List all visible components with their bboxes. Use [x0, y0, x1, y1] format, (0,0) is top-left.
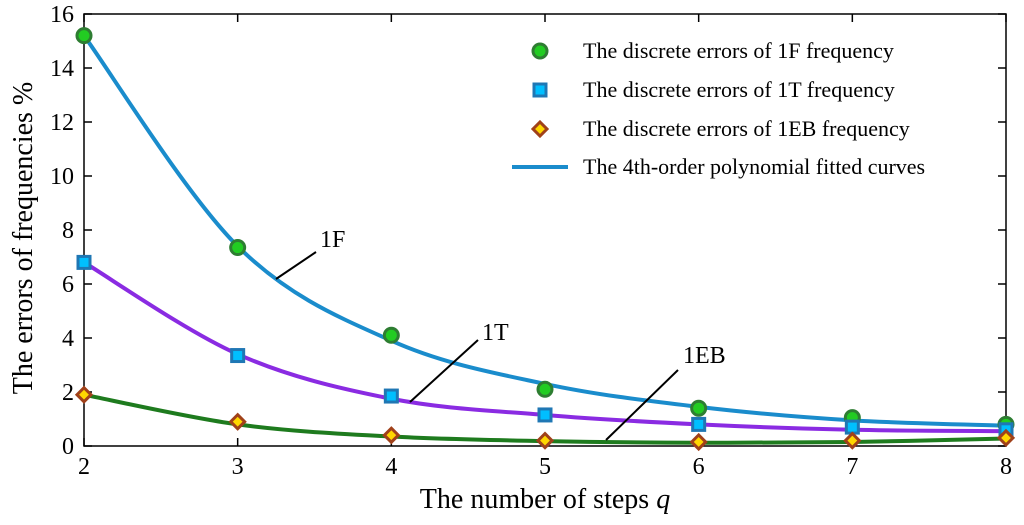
- x-tick-label: 4: [385, 454, 397, 480]
- marker-1t: [691, 416, 707, 432]
- legend-item-1f-symbol: [531, 42, 549, 60]
- data-markers: [74, 27, 1016, 452]
- y-tick-label: 4: [62, 326, 74, 352]
- y-axis: 0 2 4 6 8 10 12 14 16: [50, 2, 1006, 460]
- annotation-label-1t: 1T: [482, 320, 509, 346]
- marker-1t: [230, 348, 246, 364]
- x-axis-title: The number of steps q: [420, 484, 670, 515]
- y-tick-label: 12: [50, 110, 74, 136]
- y-tick-label: 0: [62, 434, 74, 460]
- x-tick-label: 7: [846, 454, 858, 480]
- marker-1eb: [228, 412, 247, 431]
- y-tick-label: 14: [50, 56, 74, 82]
- marker-1t: [844, 419, 860, 435]
- fitted-curve-1t: [82, 260, 1007, 434]
- marker-1t: [383, 388, 399, 404]
- x-tick-label: 3: [232, 454, 244, 480]
- marker-1f: [690, 399, 708, 417]
- y-tick-label: 8: [62, 218, 74, 244]
- legend: The discrete errors of 1F frequency The d…: [512, 38, 925, 179]
- annotation-leader-1eb: [605, 369, 679, 441]
- marker-1f: [382, 326, 400, 344]
- x-axis-title-variable: q: [656, 484, 670, 515]
- annotation-leader-1t: [409, 339, 479, 403]
- annotation-label-1f: 1F: [320, 227, 345, 253]
- legend-item-1eb-label: The discrete errors of 1EB frequency: [583, 116, 910, 141]
- x-axis-title-text: The number of steps: [420, 484, 656, 515]
- annotation-label-1eb: 1EB: [683, 343, 726, 369]
- legend-item-1f-label: The discrete errors of 1F frequency: [583, 38, 894, 63]
- annotation-leader-1f: [275, 251, 317, 280]
- y-tick-label: 2: [62, 380, 74, 406]
- y-axis-title: The errors of frequencies %: [8, 82, 39, 395]
- curve-annotations: 1F 1T 1EB: [275, 227, 726, 441]
- marker-1f: [229, 239, 247, 257]
- x-tick-label: 2: [78, 454, 90, 480]
- marker-1f: [75, 27, 93, 45]
- marker-1t: [76, 254, 92, 270]
- legend-item-1t-symbol: [532, 82, 548, 98]
- x-tick-label: 5: [539, 454, 551, 480]
- marker-1eb: [535, 431, 555, 450]
- x-tick-label: 8: [1000, 454, 1012, 480]
- x-tick-label: 6: [693, 454, 705, 480]
- marker-1f: [536, 380, 554, 398]
- marker-1eb: [689, 432, 708, 452]
- marker-1t: [537, 407, 553, 423]
- legend-item-1t-label: The discrete errors of 1T frequency: [583, 77, 895, 102]
- legend-item-1eb-symbol: [530, 119, 550, 139]
- y-tick-label: 6: [62, 272, 74, 298]
- legend-item-fit-label: The 4th-order polynomial fitted curves: [583, 154, 925, 179]
- y-tick-label: 16: [50, 2, 74, 28]
- marker-1eb: [382, 426, 401, 445]
- marker-1eb: [843, 431, 862, 450]
- y-tick-label: 10: [50, 164, 74, 190]
- marker-1eb: [74, 385, 94, 404]
- marker-1eb: [996, 428, 1016, 448]
